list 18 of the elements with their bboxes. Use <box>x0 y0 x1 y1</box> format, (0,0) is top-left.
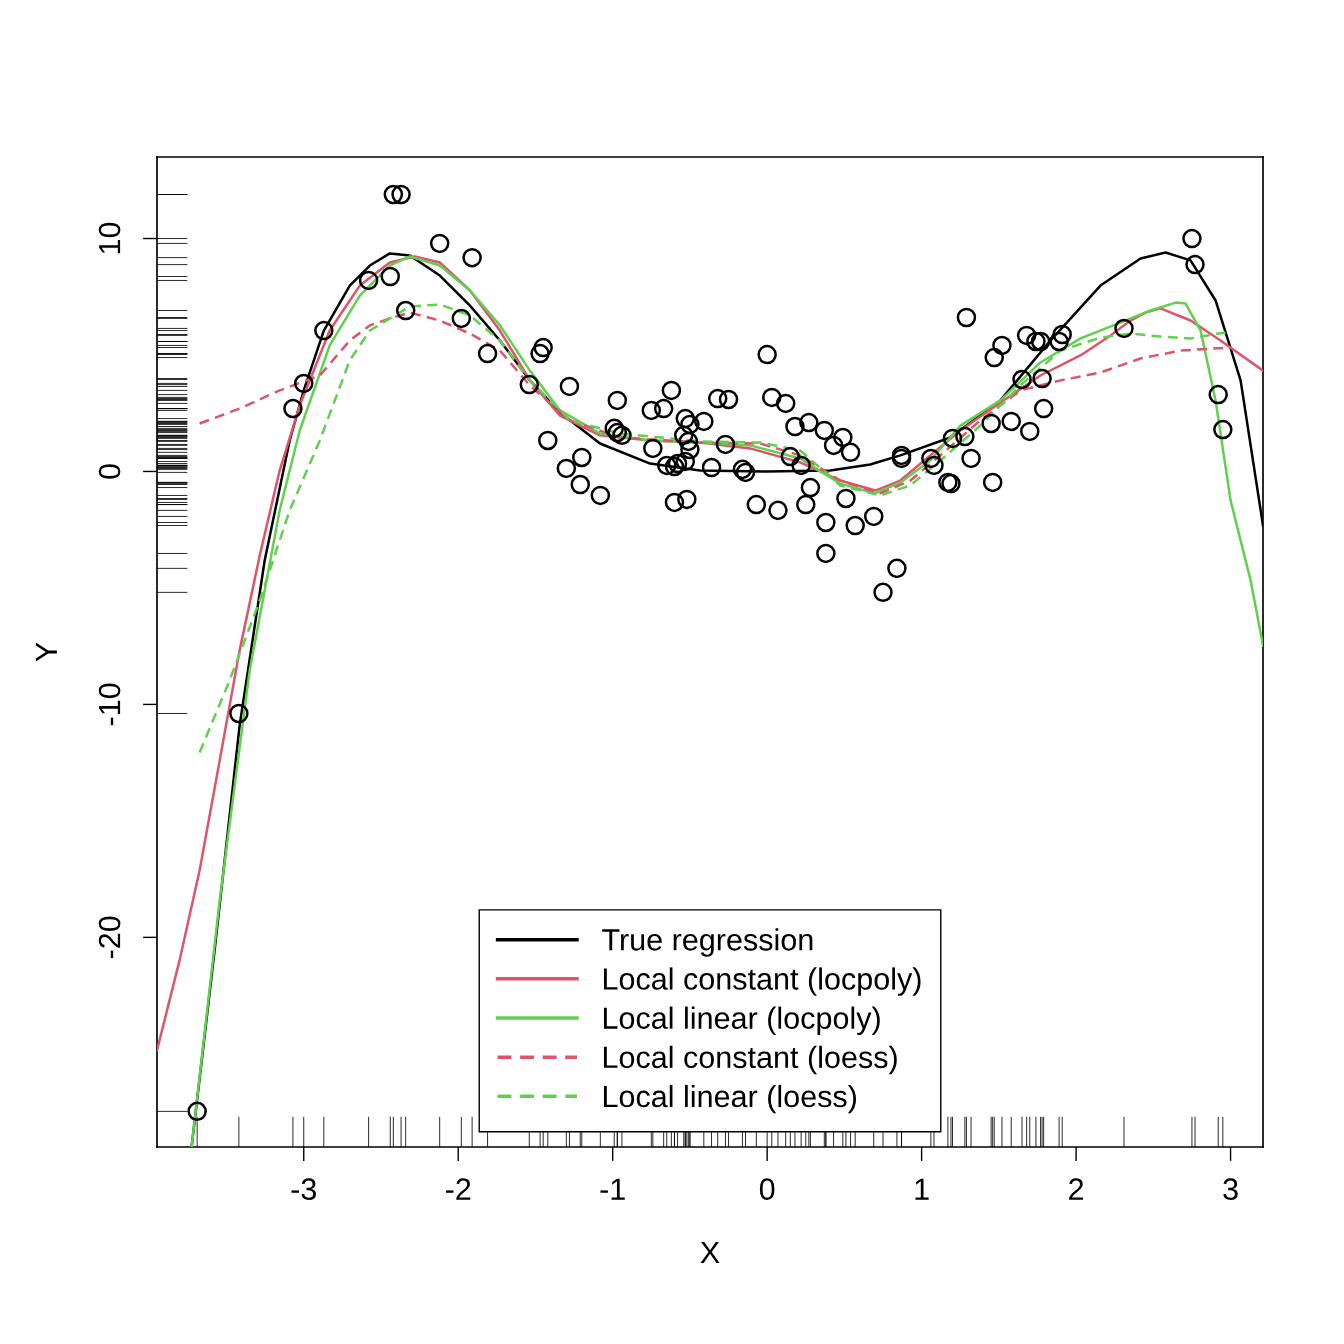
x-tick-label: 2 <box>1069 1178 1084 1200</box>
y-tick-label: 0 <box>98 464 121 479</box>
legend-label: Local constant (loess) <box>603 1045 897 1075</box>
legend-label: True regression <box>602 928 813 957</box>
legend-label: Local linear (locpoly) <box>603 1006 880 1036</box>
y-tick-label: -20 <box>98 916 121 959</box>
x-tick-label: -2 <box>445 1178 471 1200</box>
legend-label: Local linear (loess) <box>603 1084 856 1114</box>
x-tick-label: -3 <box>291 1178 316 1200</box>
y-tick-label: -10 <box>98 683 121 726</box>
x-tick-label: -1 <box>600 1178 625 1200</box>
x-axis-title: X <box>700 1241 720 1263</box>
legend-label: Local constant (locpoly) <box>603 967 921 996</box>
x-tick-label: 1 <box>915 1178 929 1200</box>
x-tick-label: 3 <box>1223 1178 1238 1200</box>
y-tick-label: 10 <box>98 222 121 254</box>
y-axis-title: Y <box>35 642 57 662</box>
x-tick-label: 0 <box>759 1178 775 1200</box>
